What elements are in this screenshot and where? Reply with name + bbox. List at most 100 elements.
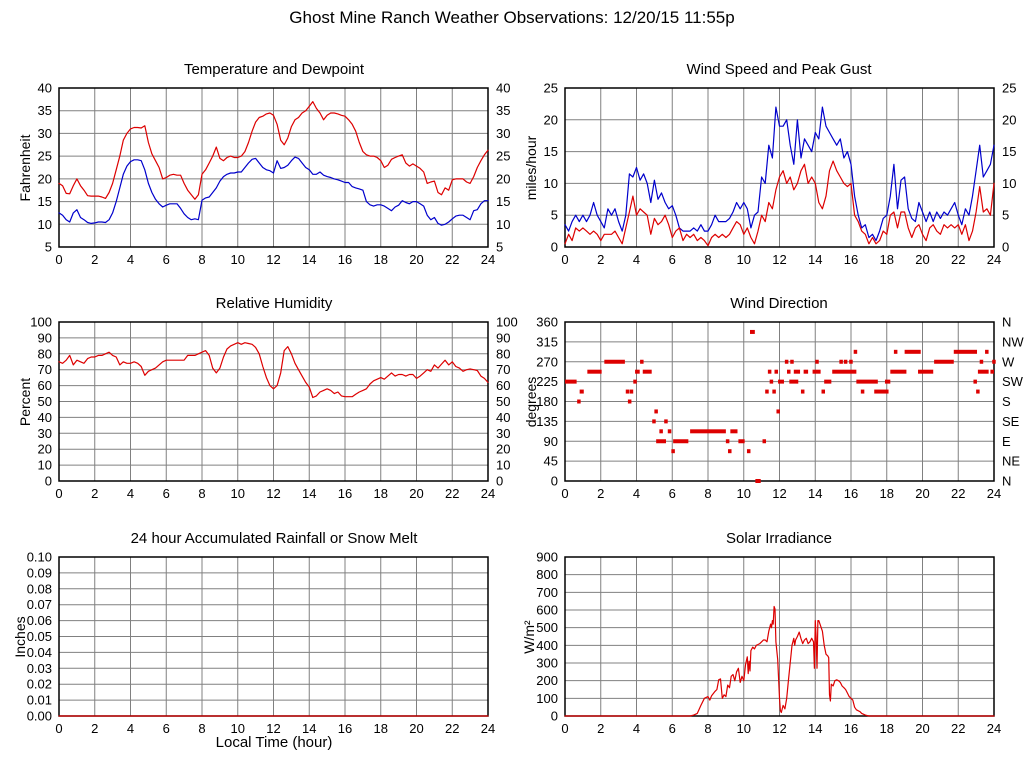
x-tick-label: 16	[844, 252, 858, 267]
x-tick-label: 24	[987, 252, 1001, 267]
y-tick-label-right: W	[1002, 354, 1015, 369]
x-tick-label: 10	[231, 252, 245, 267]
wind-direction-dash	[625, 389, 630, 394]
y-tick-label-right: 40	[496, 410, 510, 425]
y-tick-label-right: E	[1002, 434, 1011, 449]
x-tick-label: 24	[987, 721, 1001, 736]
x-tick-label: 4	[633, 721, 640, 736]
x-tick-label: 12	[266, 486, 280, 501]
wind-direction-dash	[690, 429, 726, 434]
x-tick-label: 8	[704, 721, 711, 736]
x-tick-label: 22	[445, 252, 459, 267]
panel-title-wind-speed-gust: Wind Speed and Peak Gust	[686, 61, 872, 78]
y-tick-label-right: 0	[496, 474, 503, 489]
wind-direction-dash	[789, 379, 799, 384]
y-tick-label-right: 60	[496, 378, 510, 393]
wind-direction-dash	[654, 409, 658, 414]
plot-border	[564, 556, 995, 717]
y-tick-label: 0.05	[27, 629, 52, 644]
y-tick-label: 0.10	[27, 550, 52, 565]
y-tick-label-right: 70	[496, 362, 510, 377]
x-tick-label: 14	[302, 486, 316, 501]
y-tick-label: 50	[38, 394, 52, 409]
y-tick-label-right: 5	[496, 240, 503, 255]
x-tick-label: 12	[266, 721, 280, 736]
x-tick-label: 6	[669, 252, 676, 267]
wind-direction-dash	[652, 419, 656, 424]
y-tick-label: 0.00	[27, 709, 52, 724]
series-relative-humidity	[58, 342, 489, 399]
panel-title-rainfall: 24 hour Accumulated Rainfall or Snow Mel…	[130, 530, 418, 547]
x-tick-label: 8	[704, 252, 711, 267]
y-axis-label-inches: Inches	[12, 616, 28, 658]
wind-direction-dash	[673, 439, 689, 444]
y-tick-label: 100	[30, 315, 52, 330]
y-tick-label-right: NW	[1002, 334, 1024, 349]
y-tick-label: 180	[536, 394, 558, 409]
y-tick-label: 10	[38, 217, 52, 232]
wind-direction-dash	[803, 369, 809, 374]
wind-direction-dash	[725, 439, 730, 444]
wind-direction-dash	[776, 409, 780, 414]
wind-direction-dash	[893, 349, 898, 354]
x-tick-label: 14	[302, 721, 316, 736]
page-title: Ghost Mine Ranch Weather Observations: 1…	[289, 8, 735, 27]
x-tick-label: 6	[669, 486, 676, 501]
y-tick-label-right: 0	[1002, 240, 1009, 255]
y-tick-label: 30	[38, 426, 52, 441]
y-axis-label-fahrenheit: Fahrenheit	[17, 134, 33, 202]
x-tick-label: 6	[163, 721, 170, 736]
wind-direction-dash	[953, 349, 978, 354]
x-tick-label: 16	[338, 721, 352, 736]
wind-direction-dash	[627, 399, 632, 404]
y-tick-label: 10	[544, 176, 558, 191]
x-tick-label: 16	[338, 486, 352, 501]
wind-direction-dash	[746, 449, 751, 454]
y-tick-label-right: 30	[496, 426, 510, 441]
y-tick-label-right: 80	[496, 346, 510, 361]
y-tick-label: 15	[38, 194, 52, 209]
x-tick-label: 20	[409, 252, 423, 267]
y-tick-label: 10	[38, 458, 52, 473]
x-tick-label: 16	[338, 252, 352, 267]
wind-direction-dash	[750, 329, 755, 334]
wind-direction-dash	[793, 369, 801, 374]
x-tick-label: 8	[198, 486, 205, 501]
x-tick-label: 8	[198, 252, 205, 267]
wind-direction-dash	[890, 369, 907, 374]
y-tick-label: 200	[536, 673, 558, 688]
x-tick-label: 0	[55, 721, 62, 736]
y-tick-label-right: 20	[496, 442, 510, 457]
y-tick-label: 20	[544, 112, 558, 127]
x-tick-label: 0	[561, 486, 568, 501]
y-tick-label-right: SE	[1002, 414, 1020, 429]
panel-title-temperature-dewpoint: Temperature and Dewpoint	[183, 61, 365, 78]
series-peak-gust	[564, 106, 995, 242]
wind-direction-dash	[874, 389, 889, 394]
x-tick-label: 20	[409, 721, 423, 736]
x-tick-label: 22	[951, 721, 965, 736]
y-tick-label: 100	[536, 691, 558, 706]
y-tick-label: 900	[536, 550, 558, 565]
x-tick-label: 2	[91, 721, 98, 736]
y-tick-label: 0	[551, 474, 558, 489]
wind-direction-dash	[800, 389, 805, 394]
y-tick-label: 300	[536, 656, 558, 671]
wind-direction-dash	[973, 379, 977, 384]
x-tick-label: 20	[915, 252, 929, 267]
wind-direction-dash	[934, 359, 954, 364]
y-tick-label: 0.07	[27, 597, 52, 612]
y-tick-label: 90	[38, 330, 52, 345]
wind-direction-dash	[671, 449, 675, 454]
x-tick-label: 14	[808, 721, 822, 736]
y-tick-label: 60	[38, 378, 52, 393]
wind-direction-dash	[976, 389, 980, 394]
y-tick-label-right: 15	[1002, 144, 1016, 159]
y-tick-label-right: 10	[496, 217, 510, 232]
x-tick-label: 14	[808, 252, 822, 267]
x-tick-label: 4	[633, 252, 640, 267]
wind-direction-dash	[579, 389, 584, 394]
wind-direction-dash	[772, 389, 776, 394]
